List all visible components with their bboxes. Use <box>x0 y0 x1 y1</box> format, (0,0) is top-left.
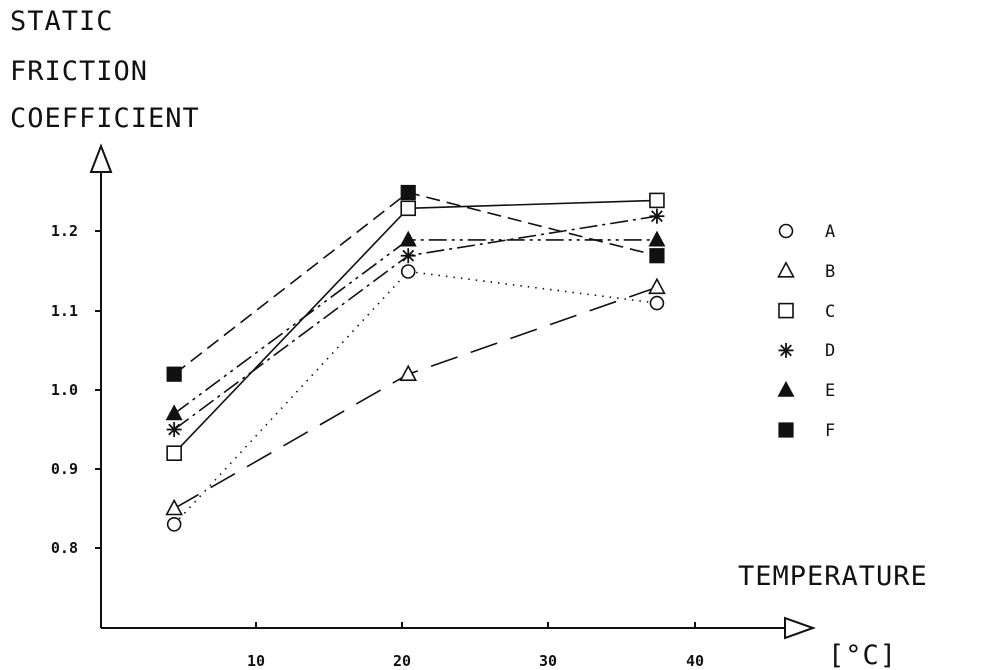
legend-marker-b <box>777 261 795 278</box>
legend: A B C D E F <box>777 222 835 441</box>
legend-marker-a <box>778 223 794 239</box>
legend-markers <box>777 223 795 438</box>
x-axis-title: TEMPERATURE <box>738 561 928 592</box>
data-point-b-0 <box>165 498 183 516</box>
data-point-e-1 <box>399 230 417 247</box>
data-point-d-2 <box>649 208 665 224</box>
y-axis-arrow <box>89 143 113 173</box>
x-axis-unit: [°C] <box>828 640 897 670</box>
data-point-f-1 <box>400 184 416 201</box>
x-tick-label: 30 <box>539 652 557 670</box>
legend-label-f: F <box>825 421 835 441</box>
data-point-e-2 <box>648 230 666 247</box>
y-tick-labels: 0.8 0.9 1.0 1.1 1.2 <box>51 222 78 557</box>
y-axis-title-line-2: FRICTION <box>10 56 148 87</box>
data-point-b-2 <box>648 277 666 295</box>
x-tick-label: 10 <box>247 652 265 670</box>
y-axis-title-line-3: COEFFICIENT <box>10 103 200 134</box>
data-point-c-0 <box>166 445 182 462</box>
data-point-a-2 <box>649 295 665 311</box>
legend-marker-e <box>777 380 795 397</box>
x-tick-label: 20 <box>393 652 411 670</box>
y-tick-label: 0.8 <box>51 539 78 557</box>
data-point-a-1 <box>400 264 416 279</box>
data-point-a-0 <box>166 516 182 532</box>
legend-marker-d <box>778 342 794 358</box>
y-tick-label: 1.0 <box>51 381 78 399</box>
legend-label-d: D <box>825 341 835 361</box>
legend-label-b: B <box>825 262 835 282</box>
legend-marker-c <box>778 302 794 319</box>
data-point-f-0 <box>166 366 182 382</box>
data-point-d-0 <box>166 422 182 437</box>
series-line-e <box>173 239 657 415</box>
data-point-c-1 <box>400 200 417 217</box>
marker-layer <box>165 184 666 532</box>
data-point-d-1 <box>400 248 416 264</box>
series-line-b <box>173 286 658 510</box>
legend-marker-f <box>778 422 794 438</box>
y-tick-label: 1.1 <box>51 302 78 320</box>
data-point-c-2 <box>649 192 665 209</box>
x-tick-label: 40 <box>686 652 704 670</box>
series-line-c <box>173 199 657 454</box>
legend-label-c: C <box>825 302 835 322</box>
series-layer <box>173 191 658 525</box>
x-tick-labels: 10 20 30 40 <box>247 652 704 670</box>
y-axis-title-line-1: STATIC <box>10 6 114 37</box>
x-axis-arrow <box>784 616 816 640</box>
y-tick-label: 1.2 <box>51 222 78 240</box>
legend-label-a: A <box>825 222 835 242</box>
series-line-f <box>173 191 658 375</box>
data-point-b-1 <box>399 364 418 382</box>
x-ticks <box>255 622 696 628</box>
data-point-f-2 <box>649 248 665 264</box>
series-line-d <box>173 215 658 431</box>
y-ticks <box>95 230 101 549</box>
series-line-a <box>173 270 658 525</box>
y-tick-label: 0.9 <box>51 460 78 478</box>
data-point-e-0 <box>165 404 183 421</box>
legend-label-e: E <box>825 381 835 401</box>
